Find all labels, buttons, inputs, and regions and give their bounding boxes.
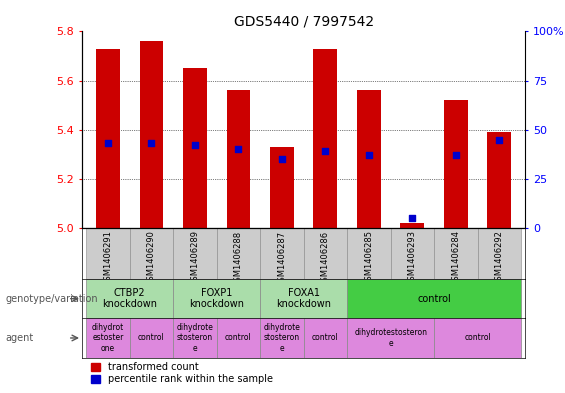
Point <box>277 156 286 162</box>
Bar <box>304 228 347 279</box>
Bar <box>130 228 173 279</box>
Bar <box>260 228 304 279</box>
Bar <box>227 90 250 228</box>
Text: control: control <box>464 334 491 342</box>
Bar <box>173 228 217 279</box>
Point <box>364 152 373 158</box>
Point <box>234 146 243 152</box>
Point <box>103 140 112 147</box>
Text: genotype/variation: genotype/variation <box>6 294 98 304</box>
Point <box>190 142 199 149</box>
Bar <box>270 147 294 228</box>
Bar <box>217 228 260 279</box>
Text: control: control <box>418 294 451 304</box>
Bar <box>260 279 347 318</box>
Text: control: control <box>312 334 339 342</box>
Bar <box>130 318 173 358</box>
Bar <box>347 318 434 358</box>
Bar <box>434 318 521 358</box>
Text: CTBP2
knockdown: CTBP2 knockdown <box>102 288 157 309</box>
Bar <box>96 49 120 228</box>
Bar <box>390 228 434 279</box>
Text: dihydrot
estoster
one: dihydrot estoster one <box>92 323 124 353</box>
Text: agent: agent <box>6 333 34 343</box>
Bar <box>304 318 347 358</box>
Text: control: control <box>225 334 252 342</box>
Text: dihydrotestosteron
e: dihydrotestosteron e <box>354 328 427 348</box>
Text: dihydrote
stosteron
e: dihydrote stosteron e <box>263 323 301 353</box>
Text: FOXP1
knockdown: FOXP1 knockdown <box>189 288 244 309</box>
Bar <box>347 279 521 318</box>
Point <box>408 215 417 221</box>
Text: GSM1406293: GSM1406293 <box>408 230 417 286</box>
Legend: transformed count, percentile rank within the sample: transformed count, percentile rank withi… <box>87 358 277 388</box>
Text: GSM1406291: GSM1406291 <box>103 230 112 286</box>
Text: GSM1406284: GSM1406284 <box>451 230 460 286</box>
Bar <box>86 279 173 318</box>
Point <box>451 152 460 158</box>
Bar <box>434 228 477 279</box>
Text: FOXA1
knockdown: FOXA1 knockdown <box>276 288 331 309</box>
Bar <box>314 49 337 228</box>
Point <box>495 136 504 143</box>
Text: control: control <box>138 334 165 342</box>
Bar <box>401 223 424 228</box>
Text: GSM1406287: GSM1406287 <box>277 230 286 286</box>
Bar <box>140 41 163 228</box>
Bar <box>173 318 217 358</box>
Text: GSM1406285: GSM1406285 <box>364 230 373 286</box>
Bar <box>217 318 260 358</box>
Point <box>147 140 156 147</box>
Bar <box>488 132 511 228</box>
Text: dihydrote
stosteron
e: dihydrote stosteron e <box>176 323 214 353</box>
Bar <box>173 279 260 318</box>
Title: GDS5440 / 7997542: GDS5440 / 7997542 <box>233 15 374 29</box>
Bar <box>86 228 130 279</box>
Bar <box>183 68 207 228</box>
Text: GSM1406288: GSM1406288 <box>234 230 243 286</box>
Bar <box>477 228 521 279</box>
Bar <box>357 90 381 228</box>
Bar <box>444 100 468 228</box>
Point <box>321 148 330 154</box>
Text: GSM1406286: GSM1406286 <box>321 230 330 286</box>
Bar <box>86 318 130 358</box>
Bar <box>260 318 304 358</box>
Text: GSM1406290: GSM1406290 <box>147 230 156 286</box>
Text: GSM1406289: GSM1406289 <box>190 230 199 286</box>
Text: GSM1406292: GSM1406292 <box>495 230 504 286</box>
Bar <box>347 228 390 279</box>
